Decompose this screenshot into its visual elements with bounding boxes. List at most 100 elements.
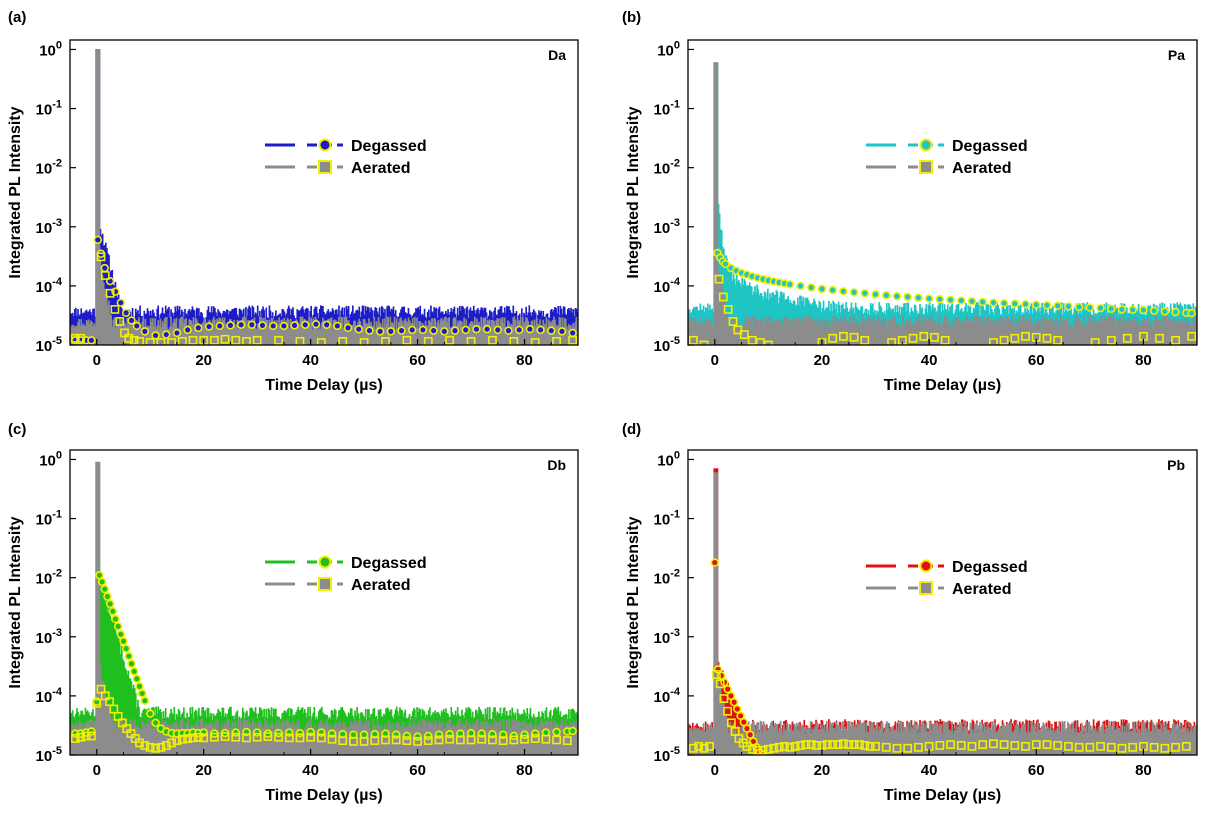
data-point-degassed xyxy=(215,321,224,331)
data-point-degassed xyxy=(391,730,401,739)
chart-panel-pa: 0 20 40 60 80 100 10-1 10-2 10-3 10-4 10-5 Time Del… xyxy=(622,9,1198,394)
data-point-aerated xyxy=(263,732,273,741)
data-point-aerated xyxy=(801,740,811,749)
legend-marker-aerated xyxy=(318,577,332,591)
y-tick-label: 10-2 xyxy=(654,568,680,588)
data-point-degassed xyxy=(418,325,428,335)
y-tick-label: 10-3 xyxy=(36,627,62,647)
data-point-degassed xyxy=(978,297,987,307)
data-point-aerated xyxy=(705,741,714,751)
legend-label: Degassed xyxy=(952,559,1028,576)
data-point-degassed xyxy=(105,599,115,609)
data-point-aerated xyxy=(728,317,738,326)
trace-aerated xyxy=(70,49,578,345)
data-point-degassed xyxy=(140,696,150,705)
data-point-degassed xyxy=(482,325,492,334)
data-point-degassed xyxy=(397,326,406,335)
data-point-degassed xyxy=(1171,307,1180,317)
trace-degassed xyxy=(688,468,1197,755)
data-point-degassed xyxy=(402,731,412,741)
plot-frame xyxy=(69,39,579,346)
data-point-aerated xyxy=(946,740,955,749)
data-point-aerated xyxy=(694,741,704,751)
x-axis-title: Time Delay (µs) xyxy=(265,377,382,394)
data-point-aerated xyxy=(1106,335,1116,345)
legend-marker-degassed xyxy=(318,138,332,152)
trace-degassed xyxy=(70,49,578,345)
data-point-aerated xyxy=(1021,331,1030,341)
y-axis-title: Integrated PL Intensity xyxy=(7,106,24,278)
data-point-aerated xyxy=(860,741,870,750)
data-point-aerated xyxy=(999,740,1009,749)
data-point-degassed xyxy=(736,711,745,721)
data-point-aerated xyxy=(1064,741,1073,751)
data-point-aerated xyxy=(177,734,187,744)
data-point-degassed xyxy=(269,321,278,331)
x-tick-label: 60 xyxy=(1028,352,1045,369)
x-tick-label: 80 xyxy=(516,352,533,369)
data-point-aerated xyxy=(552,337,562,345)
data-point-aerated xyxy=(135,738,144,748)
data-point-aerated xyxy=(790,741,800,751)
data-point-degassed xyxy=(967,297,977,306)
panel-label: (b) xyxy=(622,9,641,26)
data-point-degassed xyxy=(440,327,449,336)
chart-panel-pb: 0 20 40 60 80 100 10-1 10-2 10-3 10-4 10-5 Time Del… xyxy=(622,421,1198,804)
legend-marker-degassed xyxy=(318,555,332,569)
data-point-aerated xyxy=(758,745,768,755)
data-point-aerated xyxy=(1053,741,1063,750)
legend-label: Aerated xyxy=(952,581,1012,598)
y-tick-label: 10-5 xyxy=(36,745,62,765)
data-point-aerated xyxy=(733,325,743,335)
data-point-degassed xyxy=(472,325,481,334)
data-point-aerated xyxy=(812,741,821,750)
data-point-aerated xyxy=(284,733,294,743)
data-point-aerated xyxy=(1085,742,1095,752)
data-point-aerated xyxy=(177,337,187,345)
x-tick-label: 60 xyxy=(409,762,426,779)
y-tick-label: 10-1 xyxy=(36,99,62,119)
x-tick-label: 80 xyxy=(1135,352,1152,369)
data-point-aerated xyxy=(359,736,369,746)
data-point-degassed xyxy=(311,319,321,329)
data-point-aerated xyxy=(988,338,998,345)
data-point-aerated xyxy=(817,338,827,345)
data-point-degassed xyxy=(113,622,123,631)
data-point-degassed xyxy=(525,325,535,334)
y-tick-label: 10-1 xyxy=(36,509,62,529)
data-point-degassed xyxy=(333,321,342,331)
y-axis-title: Integrated PL Intensity xyxy=(625,106,642,278)
data-point-aerated xyxy=(1053,335,1063,345)
data-point-aerated xyxy=(193,732,203,742)
data-point-degassed xyxy=(1085,303,1095,312)
x-tick-label: 40 xyxy=(302,352,319,369)
x-tick-label: 20 xyxy=(195,352,212,369)
data-point-aerated xyxy=(838,331,848,341)
y-tick-label: 10-3 xyxy=(36,217,62,237)
data-point-aerated xyxy=(999,335,1009,345)
data-point-degassed xyxy=(710,558,719,567)
data-point-degassed xyxy=(1128,305,1137,314)
data-point-degassed xyxy=(100,584,109,594)
data-point-aerated xyxy=(274,732,283,742)
data-point-degassed xyxy=(817,284,827,294)
data-point-degassed xyxy=(354,325,363,334)
data-point-degassed xyxy=(1064,302,1073,311)
data-point-aerated xyxy=(1149,742,1159,752)
data-point-aerated xyxy=(466,735,476,745)
data-point-degassed xyxy=(204,322,214,331)
y-tick-label: 10-5 xyxy=(654,745,680,765)
data-point-aerated xyxy=(849,332,859,342)
data-point-degassed xyxy=(924,294,934,303)
data-point-aerated xyxy=(509,337,519,345)
data-point-degassed xyxy=(552,727,561,737)
data-point-aerated xyxy=(349,736,358,746)
data-point-aerated xyxy=(86,731,96,741)
data-point-aerated xyxy=(1074,742,1084,752)
data-point-aerated xyxy=(70,734,80,743)
data-point-aerated xyxy=(167,338,176,345)
data-point-aerated xyxy=(844,740,854,749)
data-point-degassed xyxy=(1096,303,1105,313)
data-point-aerated xyxy=(423,736,433,746)
data-point-aerated xyxy=(96,252,106,262)
